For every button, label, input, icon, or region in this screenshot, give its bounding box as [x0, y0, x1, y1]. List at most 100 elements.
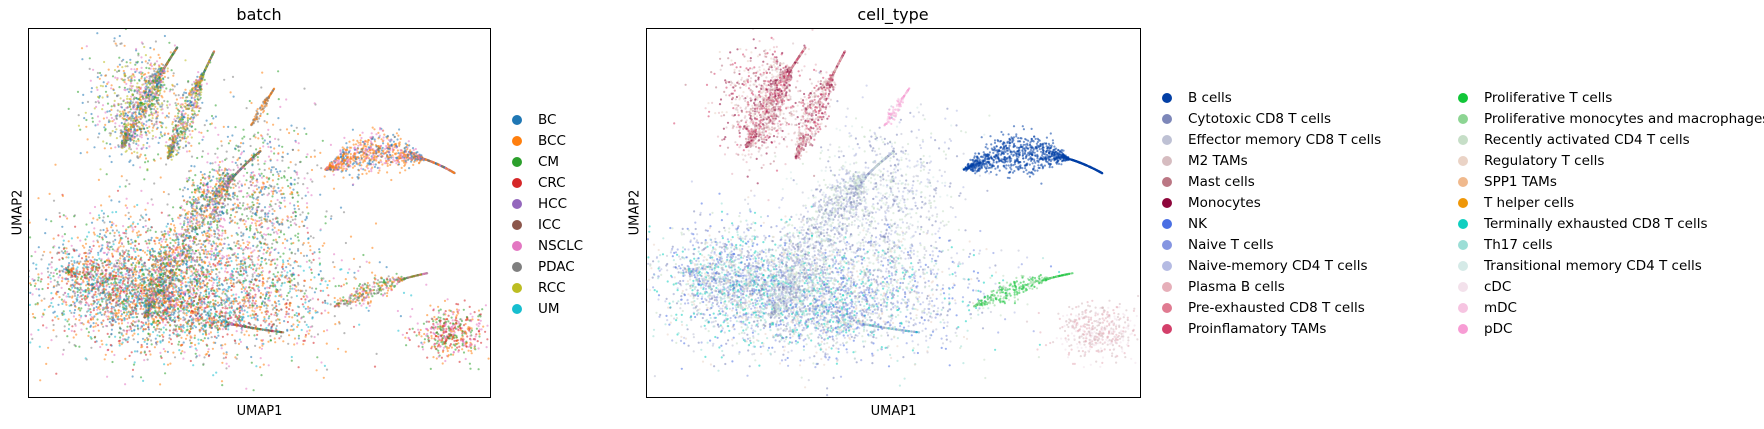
scatter-point: [195, 258, 198, 261]
scatter-point: [197, 285, 200, 288]
scatter-point: [90, 315, 93, 319]
scatter-point: [254, 300, 258, 303]
scatter-point: [128, 255, 131, 259]
scatter-point: [31, 278, 34, 281]
scatter-point: [265, 319, 268, 322]
scatter-point: [85, 263, 89, 266]
scatter-point: [146, 358, 149, 361]
scatter-point: [126, 313, 129, 316]
scatter-point: [114, 312, 117, 315]
scatter-point: [265, 329, 268, 332]
scatter-point: [115, 302, 118, 305]
scatter-point: [194, 295, 197, 298]
scatter-point: [312, 258, 315, 261]
scatter-point: [360, 304, 363, 307]
scatter-point: [121, 249, 124, 252]
scatter-point: [280, 335, 283, 338]
scatter-point: [143, 261, 146, 264]
scatter-point: [73, 283, 77, 286]
scatter-point: [180, 352, 183, 355]
scatter-point: [230, 279, 233, 282]
scatter-point: [222, 321, 225, 324]
scatter-point: [116, 189, 120, 192]
scatter-point: [177, 294, 180, 297]
scatter-point: [260, 374, 263, 377]
scatter-point: [188, 252, 191, 255]
scatter-point: [244, 300, 247, 303]
scatter-point: [199, 282, 202, 285]
scatter-point: [311, 287, 314, 290]
scatter-point: [134, 257, 137, 260]
scatter-point: [306, 231, 309, 234]
scatter-point: [243, 260, 246, 263]
scatter-point: [142, 217, 145, 220]
scatter-point: [73, 343, 76, 347]
scatter-point: [261, 274, 264, 277]
scatter-point: [124, 276, 127, 279]
scatter-point: [275, 332, 278, 335]
scatter-point: [303, 279, 307, 282]
scatter-point: [262, 363, 265, 366]
scatter-point: [97, 286, 100, 289]
scatter-point: [100, 248, 103, 251]
scatter-point: [192, 291, 196, 294]
scatter-point: [173, 230, 177, 233]
scatter-point: [119, 238, 122, 241]
scatter-point: [228, 264, 231, 267]
scatter-point: [207, 337, 210, 340]
scatter-point: [125, 331, 129, 334]
scatter-point: [118, 185, 121, 188]
scatter-point: [159, 297, 162, 300]
scatter-point: [141, 249, 145, 252]
scatter-point: [165, 328, 168, 331]
scatter-point: [250, 316, 253, 320]
scatter-point: [87, 231, 90, 234]
scatter-point: [200, 269, 204, 272]
scatter-point: [211, 319, 214, 322]
scatter-point: [251, 275, 254, 278]
scatter-point: [179, 317, 182, 320]
scatter-point: [263, 242, 266, 245]
scatter-point: [218, 277, 221, 280]
scatter-point: [268, 271, 271, 274]
scatter-point: [63, 233, 66, 236]
scatter-point: [265, 313, 268, 316]
scatter-point: [277, 330, 280, 333]
scatter-point: [31, 293, 34, 296]
scatter-point: [122, 245, 125, 248]
scatter-point: [105, 264, 108, 267]
scatter-point: [167, 232, 170, 235]
scatter-point: [192, 364, 195, 367]
scatter-point: [102, 319, 105, 322]
scatter-point: [103, 358, 106, 361]
scatter-point: [101, 307, 104, 310]
scatter-point: [99, 303, 102, 306]
scatter-point: [106, 299, 109, 302]
scatter-point: [126, 206, 129, 209]
scatter-point: [207, 292, 211, 295]
scatter-point: [294, 218, 297, 221]
scatter-point: [134, 244, 137, 247]
scatter-point: [58, 296, 61, 299]
scatter-point: [287, 342, 290, 345]
scatter-point: [365, 260, 368, 263]
scatter-point: [285, 310, 288, 313]
scatter-point: [157, 319, 160, 322]
scatter-point: [174, 251, 177, 255]
scatter-point: [198, 301, 201, 304]
scatter-point: [176, 315, 179, 318]
scatter-point: [164, 372, 167, 375]
scatter-point: [124, 214, 127, 217]
scatter-point: [209, 331, 212, 334]
scatter-point: [215, 182, 218, 185]
scatter-point: [274, 295, 277, 298]
scatter-point: [260, 260, 263, 263]
scatter-point: [245, 271, 248, 274]
scatter-point: [92, 260, 95, 263]
scatter-point: [86, 283, 89, 286]
scatter-point: [282, 331, 285, 334]
scatter-point: [307, 332, 310, 335]
scatter-point: [90, 278, 93, 281]
scatter-point: [256, 314, 259, 317]
scatter-point: [89, 317, 92, 320]
